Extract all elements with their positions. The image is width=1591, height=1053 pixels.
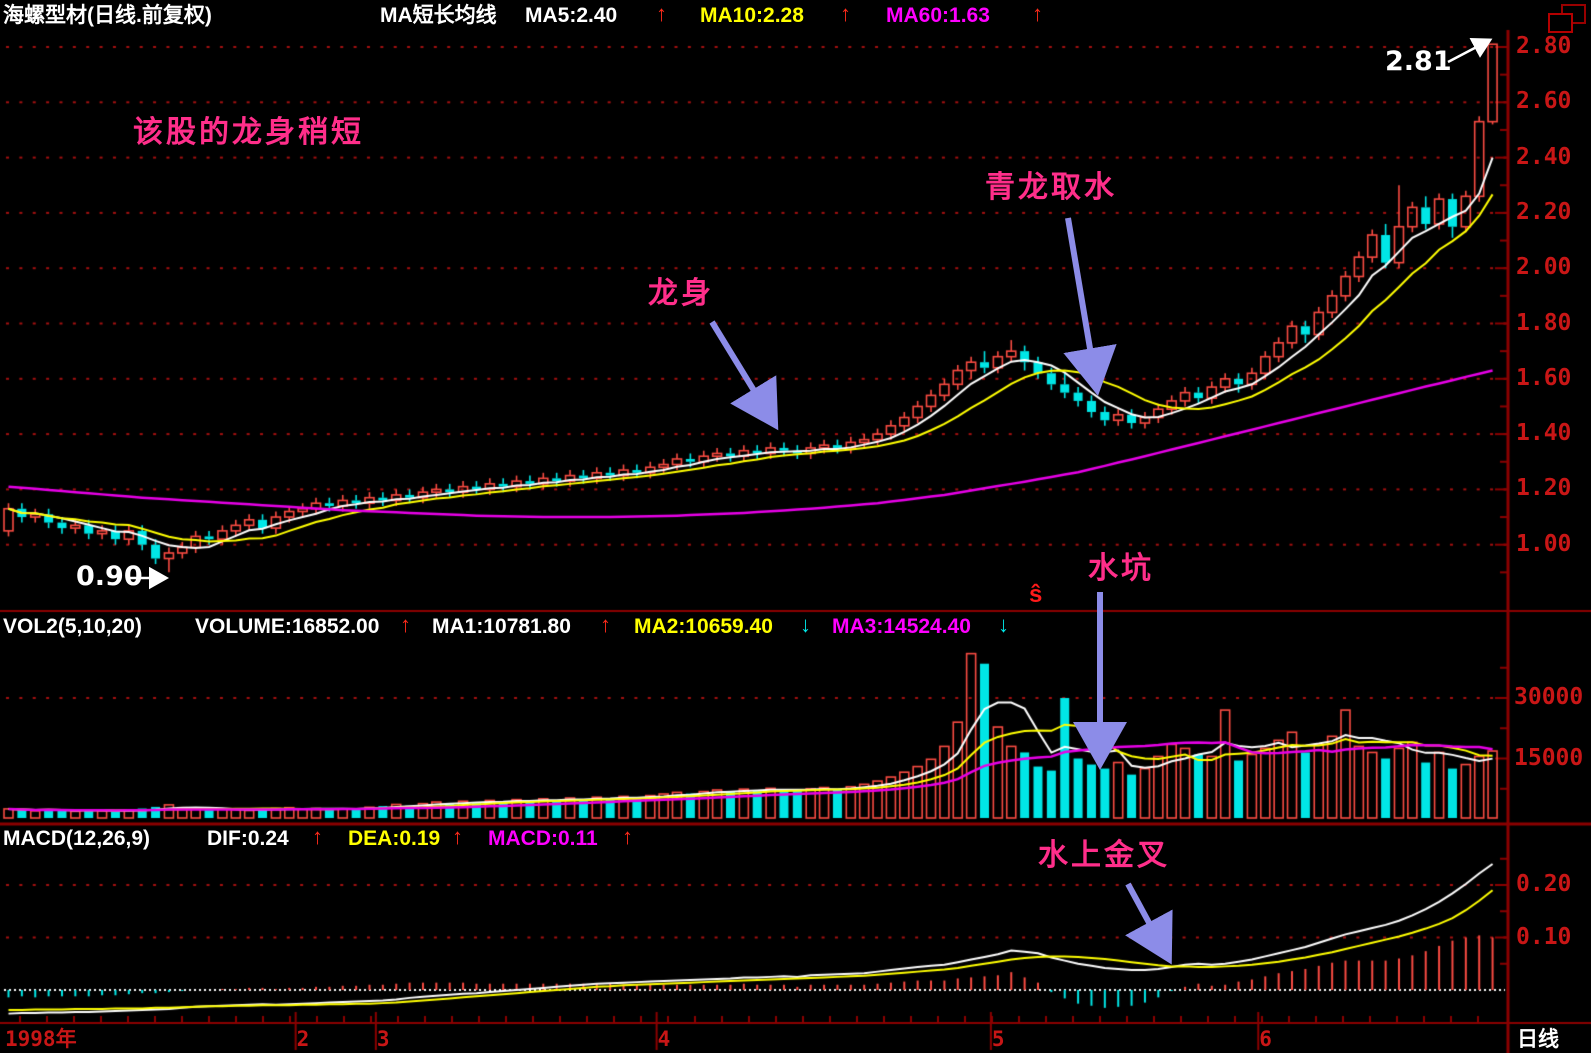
vol-ma2-down-arrow-icon: ↓ (800, 612, 811, 637)
low-price-label: 0.90 (76, 561, 143, 592)
vol-indicator-name: VOL2(5,10,20) (3, 615, 142, 638)
macd-axis-label: 0.10 (1516, 923, 1572, 950)
price-axis-label: 2.40 (1516, 143, 1572, 170)
high-price-label: 2.81 (1385, 46, 1452, 77)
indicator-name: MA短长均线 (380, 4, 497, 27)
price-axis-label: 1.60 (1516, 364, 1572, 391)
price-axis-label: 1.00 (1516, 530, 1572, 557)
period-label: 日线 (1517, 1028, 1559, 1051)
volume-axis-label: 30000 (1514, 684, 1584, 710)
annotation-water-pit: 水坑 (1088, 552, 1154, 585)
price-axis-label: 1.80 (1516, 309, 1572, 336)
vol-ma1-value: MA1:10781.80 (432, 615, 571, 638)
macd-value: MACD:0.11 (488, 827, 598, 850)
vol-ma2-value: MA2:10659.40 (634, 615, 773, 638)
month-label: 5 (991, 1027, 1005, 1051)
macd-axis-label: 0.20 (1516, 871, 1572, 897)
price-axis-label: 2.20 (1516, 198, 1572, 225)
macd-dea-value: DEA:0.19 (348, 827, 441, 850)
annotation-dragon-water: 青龙取水 (985, 171, 1117, 204)
ma60-value: MA60:1.63 (886, 4, 990, 27)
restore-front-square (1548, 13, 1573, 33)
vol-ma3-value: MA3:14524.40 (832, 615, 971, 638)
ma10-up-arrow-icon: ↑ (840, 1, 851, 26)
restore-window-icon[interactable] (1548, 4, 1586, 33)
price-axis-label: 2.00 (1516, 254, 1572, 281)
month-label: 2 (296, 1027, 310, 1051)
month-label: 6 (1259, 1027, 1272, 1051)
price-axis-label: 1.20 (1516, 475, 1572, 502)
annotation-golden-cross: 水上金叉 (1038, 839, 1170, 872)
annotation-dragon-body: 龙身 (648, 277, 714, 310)
macd-dea-up-arrow-icon: ↑ (452, 824, 463, 849)
macd-dif-value: DIF:0.24 (207, 827, 289, 850)
price-axis-label: 2.80 (1516, 33, 1572, 59)
annotation-dragon-body-note: 该股的龙身稍短 (133, 116, 364, 149)
macd-dif-up-arrow-icon: ↑ (312, 824, 323, 849)
month-label: 3 (376, 1027, 390, 1051)
ma10-value: MA10:2.28 (700, 4, 804, 27)
vol-ma3-down-arrow-icon: ↓ (998, 612, 1009, 637)
volume-axis-label: 15000 (1514, 744, 1584, 771)
macd-indicator-name: MACD(12,26,9) (3, 827, 151, 850)
vol-value: VOLUME:16852.00 (195, 615, 380, 638)
price-axis-label: 2.60 (1516, 88, 1572, 115)
year-label: 1998年 (5, 1027, 77, 1051)
macd-up-arrow-icon: ↑ (622, 824, 633, 849)
vol-up-arrow-icon: ↑ (400, 612, 411, 637)
ma60-up-arrow-icon: ↑ (1032, 1, 1043, 26)
ex-dividend-marker: ŝ (1029, 581, 1043, 608)
price-axis-label: 1.40 (1516, 420, 1572, 447)
month-label: 4 (657, 1027, 671, 1051)
symbol-title: 海螺型材(日线.前复权) (3, 4, 212, 27)
ma5-up-arrow-icon: ↑ (656, 1, 667, 26)
vol-ma1-up-arrow-icon: ↑ (600, 612, 611, 637)
ma5-value: MA5:2.40 (525, 4, 618, 27)
